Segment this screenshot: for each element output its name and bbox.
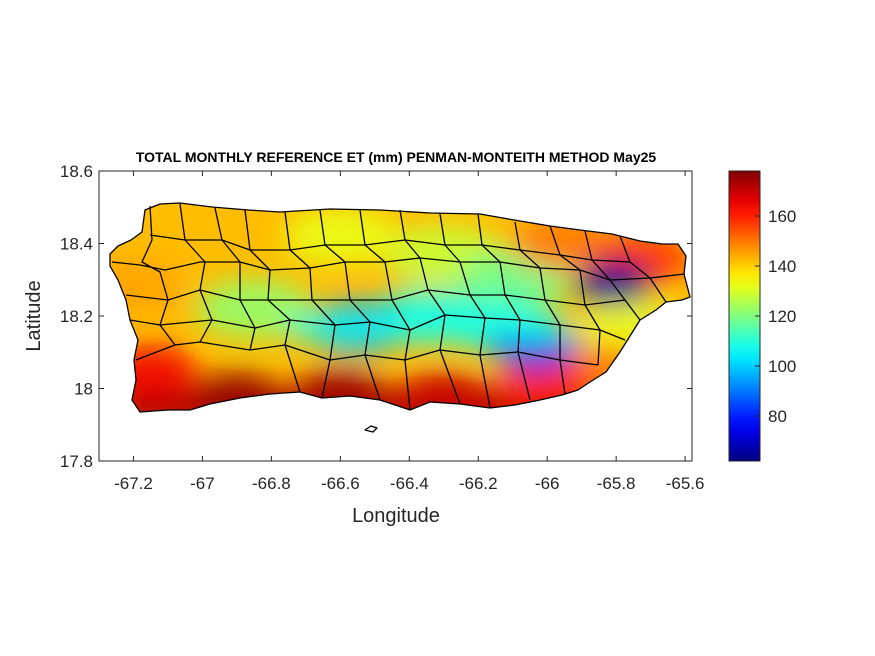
municipality-borders [109, 202, 691, 433]
y-axis-label: Latitude [23, 280, 45, 351]
x-tick-label: -66.4 [390, 474, 429, 493]
x-tick-label: -66.6 [321, 474, 360, 493]
y-tick-label: 18.2 [60, 307, 93, 326]
y-tick-label: 18.4 [60, 235, 93, 254]
x-tick-label: -65.6 [666, 474, 705, 493]
heat-band-central [288, 316, 565, 338]
x-tick-label: -66 [535, 474, 560, 493]
colorbar-tick-label: 140 [768, 257, 796, 276]
x-tick-label: -66.8 [252, 474, 291, 493]
colorbar: 80 100 120 140 160 [728, 170, 796, 462]
colorbar-tick-label: 160 [768, 207, 796, 226]
colorbar-tick-label: 100 [768, 357, 796, 376]
x-tick-label: -67 [190, 474, 215, 493]
x-tick-label: -66.2 [459, 474, 498, 493]
colorbar-gradient [728, 170, 761, 462]
heat-blob [110, 259, 187, 315]
x-tick-label: -65.8 [597, 474, 636, 493]
y-tick-label: 18.6 [60, 162, 93, 181]
chart-title: TOTAL MONTHLY REFERENCE ET (mm) PENMAN-M… [136, 149, 657, 165]
x-tick-label: -67.2 [114, 474, 153, 493]
island-outline [109, 202, 691, 413]
colorbar-ticks: 80 100 120 140 160 [755, 207, 796, 426]
y-tick-label: 17.8 [60, 452, 93, 471]
heat-blob [282, 206, 399, 266]
colorbar-tick-label: 120 [768, 307, 796, 326]
x-axis-label: Longitude [352, 505, 440, 527]
y-tick-label: 18 [74, 380, 93, 399]
colorbar-tick-label: 80 [768, 407, 787, 426]
heat-blob [195, 279, 313, 339]
x-axis-ticks: -67.2 -67 -66.8 -66.6 -66.4 -66.2 -66 -65.8 -65.… [114, 171, 704, 493]
y-axis-ticks: 17.8 18 18.2 18.4 18.6 [60, 162, 692, 471]
